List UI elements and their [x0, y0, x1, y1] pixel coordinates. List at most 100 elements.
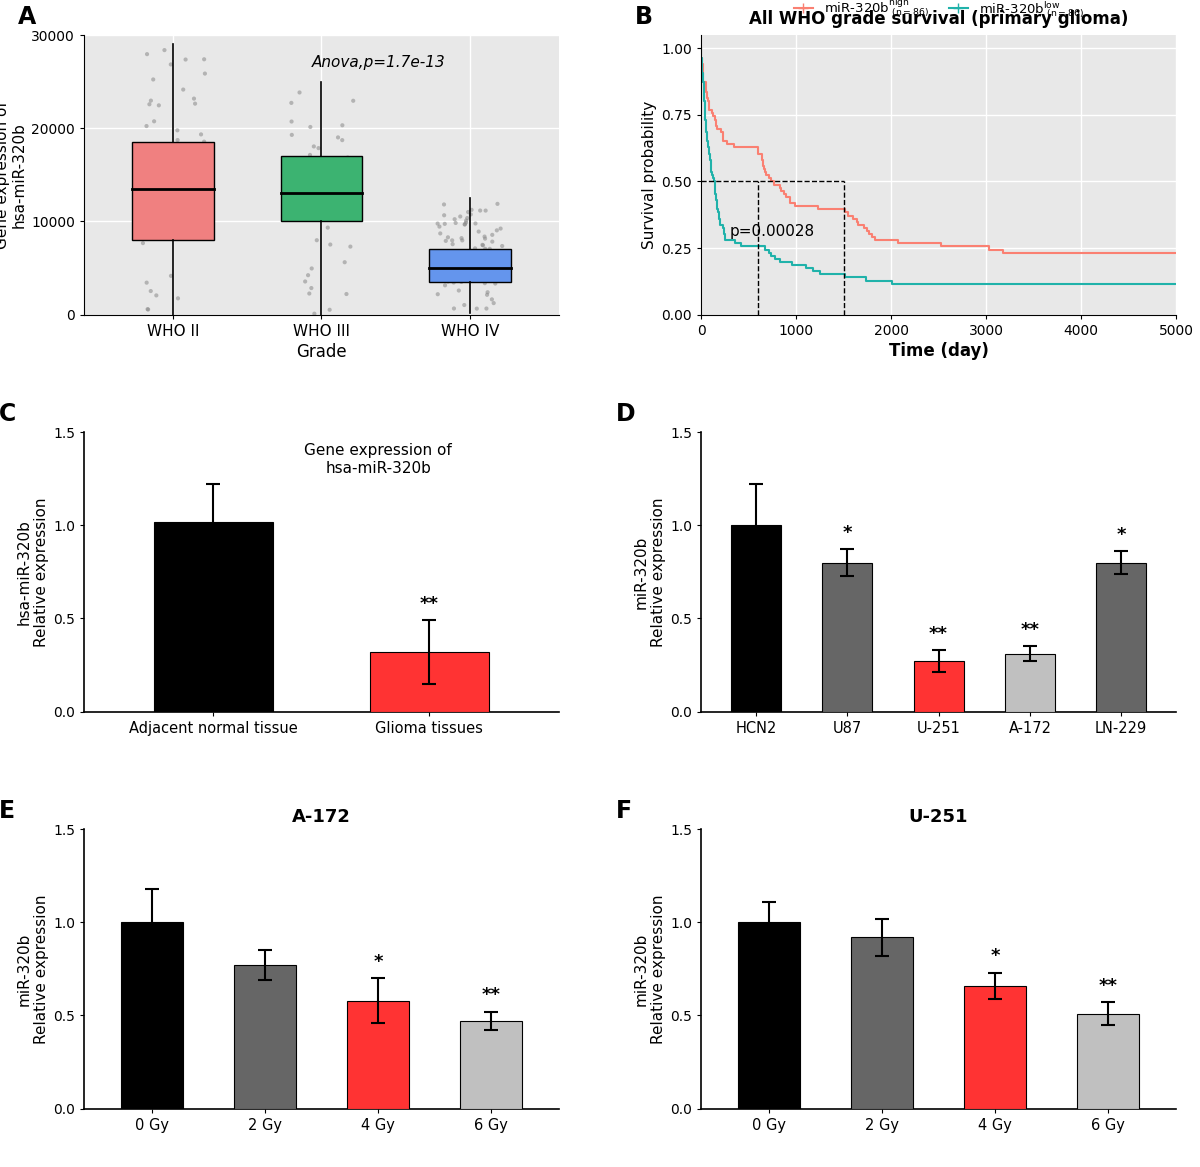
Bar — [154, 522, 272, 712]
Point — [458, 203, 478, 222]
Point — [487, 257, 506, 275]
Text: *: * — [842, 524, 852, 541]
Text: **: ** — [481, 986, 500, 1005]
Point — [473, 260, 492, 279]
Bar — [347, 1000, 409, 1109]
Point — [430, 217, 449, 236]
Text: **: ** — [1020, 621, 1039, 640]
Point — [155, 190, 174, 209]
Point — [330, 183, 349, 202]
Point — [176, 50, 196, 69]
Point — [160, 187, 179, 205]
Point — [480, 239, 499, 258]
Bar — [428, 250, 510, 282]
Point — [185, 90, 204, 109]
Point — [308, 139, 328, 158]
Bar — [731, 525, 781, 712]
Point — [449, 281, 468, 300]
Point — [451, 267, 470, 286]
Bar — [132, 142, 214, 240]
Bar — [1078, 1014, 1139, 1109]
Title: U-251: U-251 — [908, 808, 968, 826]
Point — [455, 215, 474, 233]
Point — [444, 273, 463, 292]
Point — [451, 208, 470, 226]
Text: B: B — [635, 5, 653, 29]
Point — [139, 182, 158, 201]
Point — [174, 162, 193, 181]
Point — [492, 260, 511, 279]
Point — [482, 291, 502, 309]
Bar — [913, 662, 964, 712]
Point — [433, 258, 452, 277]
Point — [474, 236, 493, 254]
Point — [142, 281, 161, 300]
Point — [138, 44, 157, 63]
Point — [320, 236, 340, 254]
Point — [286, 186, 305, 204]
Point — [478, 264, 497, 282]
Point — [137, 273, 156, 292]
X-axis label: Grade: Grade — [296, 343, 347, 361]
Point — [301, 118, 320, 137]
Point — [148, 208, 167, 226]
Point — [341, 237, 360, 256]
Point — [174, 156, 193, 175]
Point — [440, 266, 460, 285]
Point — [456, 251, 475, 270]
Point — [295, 272, 314, 291]
Point — [137, 181, 156, 200]
Point — [133, 233, 152, 252]
Point — [446, 214, 466, 232]
Point — [301, 279, 320, 298]
Point — [314, 158, 334, 176]
Point — [168, 131, 187, 149]
Text: C: C — [0, 401, 16, 426]
Point — [158, 140, 178, 159]
Point — [462, 201, 481, 219]
Point — [138, 300, 157, 319]
Point — [320, 300, 340, 319]
X-axis label: Time (day): Time (day) — [889, 342, 989, 359]
Point — [161, 266, 180, 285]
Point — [282, 126, 301, 145]
Y-axis label: Survival probability: Survival probability — [642, 100, 658, 249]
Point — [150, 152, 169, 170]
Point — [343, 91, 362, 110]
Point — [146, 286, 166, 305]
Point — [282, 93, 301, 112]
Point — [436, 215, 455, 233]
Point — [492, 237, 511, 256]
Bar — [1096, 562, 1146, 712]
Point — [428, 215, 448, 233]
Point — [432, 251, 451, 270]
Point — [300, 285, 319, 303]
Text: F: F — [616, 799, 632, 823]
Point — [196, 64, 215, 83]
Point — [194, 132, 214, 151]
Bar — [822, 562, 872, 712]
Point — [478, 286, 497, 305]
Point — [318, 218, 337, 237]
Point — [473, 236, 492, 254]
Point — [479, 246, 498, 265]
Text: **: ** — [929, 624, 948, 643]
Bar — [121, 922, 182, 1109]
Y-axis label: hsa-miR-320b
Relative expression: hsa-miR-320b Relative expression — [17, 497, 49, 647]
Text: Anova,p=1.7e-13: Anova,p=1.7e-13 — [312, 55, 445, 70]
Point — [467, 299, 486, 317]
Text: A: A — [18, 5, 36, 29]
Bar — [1004, 654, 1055, 712]
Point — [299, 166, 318, 184]
Bar — [370, 652, 488, 712]
Point — [454, 246, 473, 265]
Y-axis label: Gene expression of
hsa-miR-320b: Gene expression of hsa-miR-320b — [0, 100, 26, 249]
Point — [335, 253, 354, 272]
Point — [490, 245, 509, 264]
Point — [282, 112, 301, 131]
Point — [144, 112, 163, 131]
Point — [452, 231, 472, 250]
Point — [470, 249, 490, 267]
Point — [140, 95, 160, 113]
Point — [338, 148, 358, 167]
